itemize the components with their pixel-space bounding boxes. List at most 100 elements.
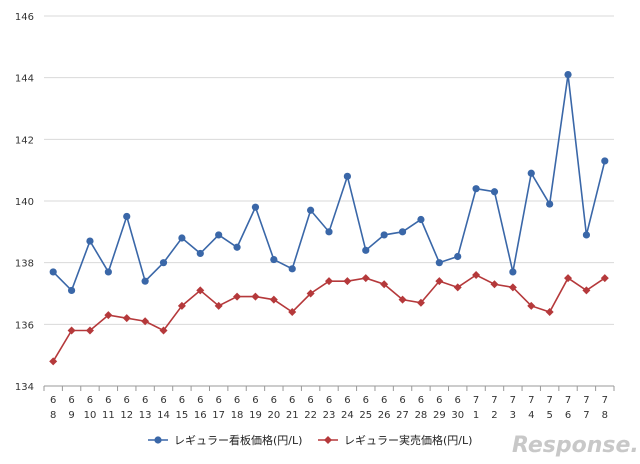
x-tick-label-month: 7 (565, 395, 571, 406)
data-point (527, 169, 535, 177)
x-tick-label-day: 21 (286, 410, 299, 421)
x-tick-label-month: 6 (436, 395, 442, 406)
data-point (159, 259, 168, 267)
x-tick-label-day: 20 (267, 410, 280, 421)
data-point (251, 203, 260, 211)
legend-marker (154, 436, 162, 444)
y-tick-label: 144 (15, 74, 34, 85)
x-tick-label-day: 24 (341, 410, 354, 421)
x-tick-label-month: 7 (473, 395, 479, 406)
data-point (343, 277, 352, 286)
data-point (177, 301, 186, 310)
x-tick-label-day: 30 (451, 410, 464, 421)
data-point (233, 292, 242, 301)
x-tick-label-day: 25 (359, 410, 372, 421)
x-tick-label-month: 6 (142, 395, 148, 406)
data-point (398, 295, 407, 304)
data-point (307, 206, 315, 214)
x-tick-label-day: 7 (583, 410, 589, 421)
x-tick-label-day: 28 (415, 410, 428, 421)
data-point (196, 286, 205, 295)
data-point (67, 326, 76, 335)
x-tick-label-month: 6 (363, 395, 369, 406)
data-point (288, 265, 296, 273)
x-tick-label-month: 6 (307, 395, 313, 406)
x-tick-label-month: 7 (602, 395, 608, 406)
x-tick-label-day: 16 (194, 410, 207, 421)
x-tick-label-day: 17 (212, 410, 225, 421)
data-point (86, 237, 94, 245)
data-point (214, 301, 223, 310)
y-tick-label: 136 (15, 320, 34, 331)
x-tick-label-day: 12 (120, 410, 133, 421)
x-tick-label-day: 19 (249, 410, 262, 421)
x-tick-label-month: 7 (583, 395, 589, 406)
x-tick-label-day: 27 (396, 410, 409, 421)
x-tick-label-day: 23 (323, 410, 336, 421)
x-tick-label-month: 6 (50, 395, 56, 406)
data-point (104, 311, 113, 320)
data-point (343, 172, 351, 180)
x-tick-label-day: 8 (602, 410, 608, 421)
series-2 (49, 271, 609, 366)
x-tick-label-month: 6 (234, 395, 240, 406)
data-point (398, 228, 407, 236)
data-point (417, 215, 425, 224)
legend-item: レギュラー看板価格(円/L) (148, 433, 302, 447)
legend-marker (324, 436, 332, 444)
x-tick-label-day: 26 (378, 410, 391, 421)
data-point (325, 228, 333, 236)
x-tick-label-day: 15 (176, 410, 189, 421)
x-tick-label-day: 1 (473, 410, 479, 421)
data-point (508, 283, 517, 292)
data-point (178, 234, 186, 242)
data-point (490, 280, 499, 289)
x-tick-label-month: 6 (87, 395, 93, 406)
series-line (52, 74, 606, 292)
watermark-logo: Response. (512, 433, 639, 458)
data-point (215, 231, 223, 239)
y-tick-label: 142 (15, 135, 34, 146)
x-tick-label-day: 11 (102, 410, 115, 421)
data-point (362, 246, 370, 254)
data-point (564, 274, 573, 283)
data-point (490, 188, 499, 196)
x-tick-label-day: 13 (139, 410, 152, 421)
x-tick-label-day: 3 (510, 410, 516, 421)
data-point (509, 268, 517, 276)
data-point (104, 268, 112, 276)
x-tick-label-month: 6 (105, 395, 111, 406)
data-point (49, 268, 57, 276)
data-point (601, 157, 609, 165)
data-point (123, 212, 131, 221)
series-group (49, 70, 609, 366)
x-tick-label-day: 14 (157, 410, 170, 421)
data-point (472, 271, 481, 279)
data-point (435, 277, 444, 286)
data-point (600, 274, 609, 283)
y-tick-label: 138 (15, 259, 34, 270)
legend-label: レギュラー実売価格(円/L) (344, 433, 472, 447)
data-point (67, 286, 76, 295)
x-tick-label-month: 6 (399, 395, 405, 406)
data-point (435, 259, 443, 267)
data-point (472, 185, 480, 193)
x-tick-label-day: 8 (50, 410, 56, 421)
x-tick-label-day: 10 (84, 410, 97, 421)
x-tick-label-month: 7 (491, 395, 497, 406)
x-tick-label-month: 7 (528, 395, 534, 406)
legend-label: レギュラー看板価格(円/L) (174, 433, 302, 447)
x-tick-label-day: 4 (528, 410, 534, 421)
data-point (122, 314, 131, 323)
x-tick-label-month: 6 (215, 395, 221, 406)
x-tick-label-month: 6 (68, 395, 74, 406)
x-tick-label-month: 6 (344, 395, 350, 406)
x-tick-label-day: 18 (231, 410, 244, 421)
data-point (49, 357, 58, 366)
data-point (251, 292, 260, 301)
data-point (306, 289, 315, 298)
x-tick-label-month: 6 (271, 395, 277, 406)
data-point (453, 283, 462, 292)
data-point (380, 280, 389, 289)
data-point (85, 326, 94, 335)
